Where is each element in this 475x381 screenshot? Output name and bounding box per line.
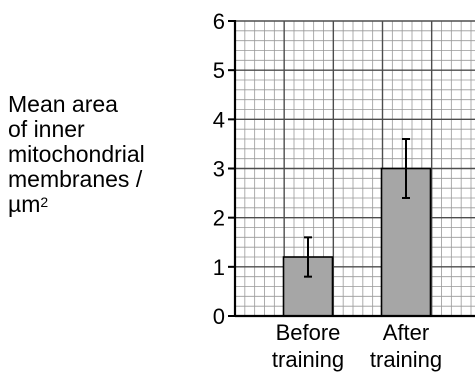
- y-axis-label: Mean area of inner mitochondrial membran…: [8, 92, 145, 217]
- y-tick-label: 2: [213, 206, 225, 231]
- x-tick-label: After: [383, 320, 429, 345]
- y-tick-label: 1: [213, 255, 225, 280]
- y-axis-label-line: of inner: [8, 116, 85, 142]
- y-tick-label: 3: [213, 157, 225, 182]
- x-tick-label: Before: [276, 320, 341, 345]
- x-tick-label: training: [370, 347, 442, 372]
- bar: [282, 256, 334, 317]
- y-axis-label-unit-line: µm2: [8, 192, 145, 217]
- y-tick-label: 5: [213, 58, 225, 83]
- y-tick-label: 0: [213, 304, 225, 329]
- y-axis-unit: µm: [8, 191, 41, 217]
- y-axis-label-line: Mean area: [8, 91, 118, 117]
- y-axis-label-line: membranes /: [8, 166, 143, 192]
- y-axis-unit-superscript: 2: [40, 194, 49, 210]
- y-tick-label: 4: [213, 107, 225, 132]
- x-tick-label: training: [272, 347, 344, 372]
- y-axis-label-line: mitochondrial: [8, 141, 145, 167]
- y-tick-label: 6: [213, 9, 225, 34]
